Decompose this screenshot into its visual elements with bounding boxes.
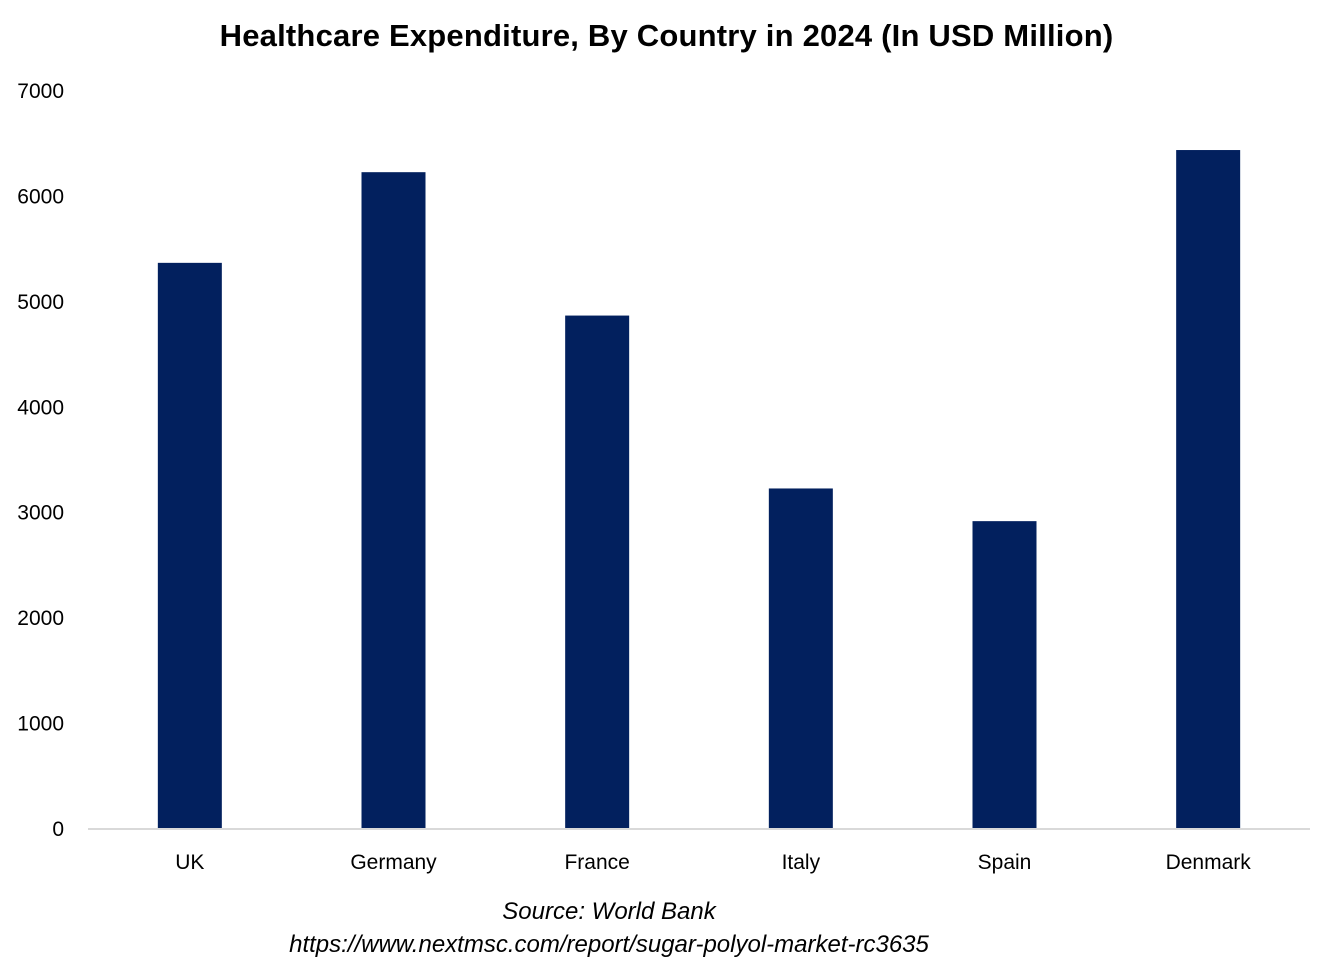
bar-denmark — [1176, 150, 1241, 830]
y-tick-label: 1000 — [17, 713, 64, 736]
y-axis-tick-labels: 0 1000 2000 3000 4000 5000 6000 7000 — [17, 80, 64, 841]
y-tick-label: 0 — [52, 818, 64, 841]
x-tick-label: Denmark — [1166, 851, 1252, 874]
bar-germany — [361, 172, 426, 829]
chart-title: Healthcare Expenditure, By Country in 20… — [219, 18, 1114, 53]
bar-france — [565, 315, 630, 829]
x-axis-category-labels: UK Germany France Italy Spain Denmark — [175, 851, 1251, 874]
x-tick-label: Spain — [978, 851, 1032, 874]
x-tick-label: France — [564, 851, 629, 874]
y-tick-label: 5000 — [17, 291, 64, 314]
x-tick-label: Germany — [350, 851, 437, 874]
bars — [157, 150, 1241, 830]
y-tick-label: 3000 — [17, 502, 64, 525]
bar-spain — [972, 521, 1037, 829]
y-tick-label: 2000 — [17, 607, 64, 630]
y-tick-label: 4000 — [17, 396, 64, 419]
x-tick-label: Italy — [782, 851, 821, 874]
y-tick-label: 7000 — [17, 80, 64, 103]
source-url: https://www.nextmsc.com/report/sugar-pol… — [289, 931, 929, 958]
source-note: Source: World Bank — [502, 898, 716, 925]
x-tick-label: UK — [175, 851, 204, 874]
bar-italy — [768, 488, 833, 829]
y-tick-label: 6000 — [17, 185, 64, 208]
bar-uk — [157, 262, 222, 829]
